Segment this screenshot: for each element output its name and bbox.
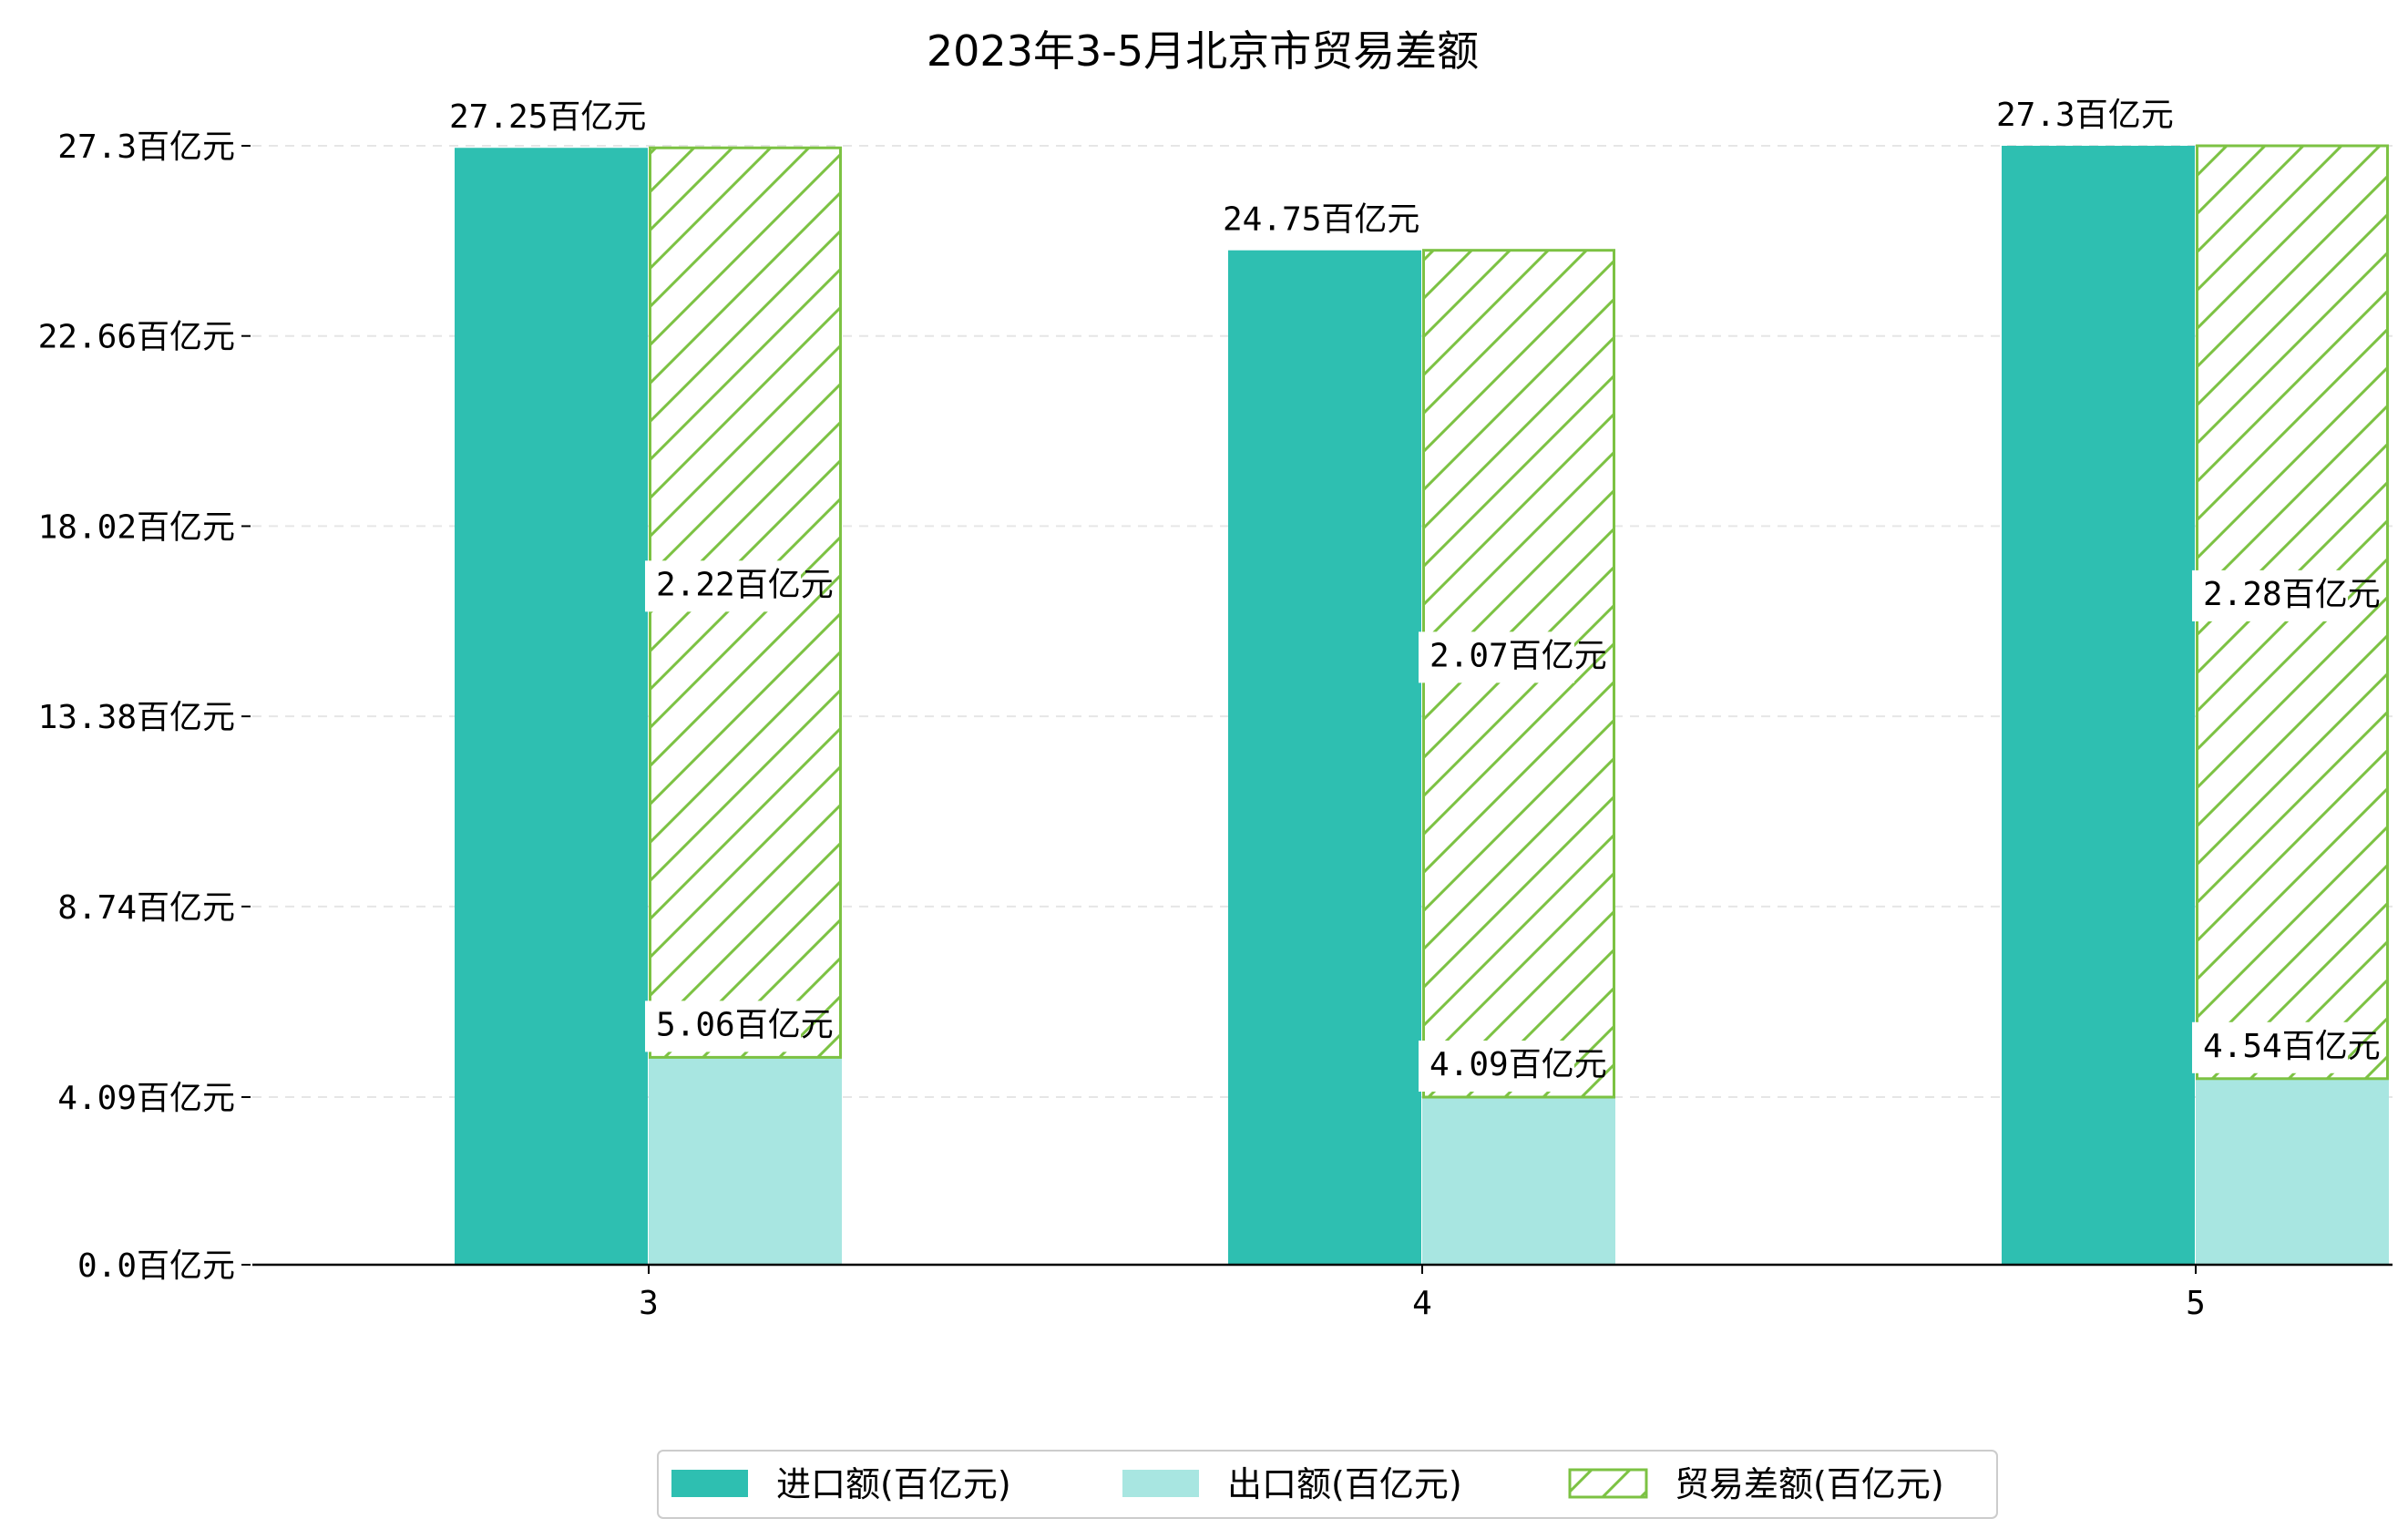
x-tick-label: 3 <box>639 1285 659 1322</box>
legend-swatch-import <box>671 1470 748 1497</box>
y-tick-label: 22.66百亿元 <box>38 319 235 356</box>
data-label-export-group: 4.09百亿元 <box>1419 1041 1607 1093</box>
y-tick-label: 0.0百亿元 <box>77 1247 235 1285</box>
data-label-import: 27.3百亿元 <box>1996 97 2174 134</box>
data-label-export: 4.09百亿元 <box>1429 1046 1607 1083</box>
bar-export <box>649 1057 842 1265</box>
data-label-balance-group: 2.28百亿元 <box>2192 569 2381 621</box>
data-label-export-group: 5.06百亿元 <box>645 1000 834 1052</box>
data-label-export-background <box>2192 1021 2348 1073</box>
data-label-balance-background <box>2192 569 2348 621</box>
bar-export <box>1422 1097 1615 1265</box>
data-label-export-background <box>645 1000 801 1052</box>
data-label-import-background <box>438 93 613 145</box>
bar-export <box>2196 1078 2389 1265</box>
data-label-import-background <box>1985 91 2141 142</box>
x-tick-label: 4 <box>1412 1285 1432 1322</box>
legend-label-import: 进口额(百亿元) <box>776 1464 1011 1504</box>
data-label-import-group: 24.75百亿元 <box>1212 195 1419 247</box>
data-label-balance-group: 2.22百亿元 <box>645 560 834 612</box>
y-axis: 0.0百亿元 4.09百亿元 8.74百亿元 13.38百亿元 18.02百亿元 22.6… <box>38 128 251 1285</box>
data-label-balance: 2.28百亿元 <box>2203 576 2381 613</box>
y-tick-label: 8.74百亿元 <box>57 889 235 927</box>
data-label-export-background <box>1419 1041 1574 1093</box>
legend-label-export: 出口额(百亿元) <box>1227 1464 1462 1504</box>
data-label-import: 27.25百亿元 <box>449 98 646 136</box>
data-label-export: 5.06百亿元 <box>656 1006 834 1043</box>
data-label-import-background <box>1212 195 1387 247</box>
data-labels: 27.25百亿元 5.06百亿元 2.22百亿元 24.75百亿元 4.09百亿元 2.0… <box>438 91 2381 1093</box>
data-label-import-group: 27.25百亿元 <box>438 93 646 145</box>
data-label-balance: 2.22百亿元 <box>656 566 834 603</box>
bar-import <box>455 148 648 1266</box>
legend: 进口额(百亿元) 出口额(百亿元) 贸易差额(百亿元) <box>657 1450 1998 1519</box>
legend-swatch-export <box>1122 1470 1199 1497</box>
data-label-balance: 2.07百亿元 <box>1429 637 1607 674</box>
y-tick-label: 4.09百亿元 <box>57 1080 235 1117</box>
legend-label-balance: 贸易差额(百亿元) <box>1675 1464 1944 1504</box>
data-label-import-group: 27.3百亿元 <box>1985 91 2174 142</box>
bar-import <box>2002 146 2195 1265</box>
data-label-balance-background <box>645 560 801 612</box>
y-tick-label: 27.3百亿元 <box>57 128 235 166</box>
y-tick-label: 18.02百亿元 <box>38 508 235 546</box>
chart-title: 2023年3-5月北京市贸易差额 <box>927 26 1479 76</box>
x-axis: 3 4 5 <box>252 1263 2393 1322</box>
legend-swatch-balance <box>1568 1468 1648 1499</box>
data-label-balance-group: 2.07百亿元 <box>1419 631 1607 683</box>
bars <box>455 144 2389 1266</box>
data-label-export-group: 4.54百亿元 <box>2192 1021 2381 1073</box>
legend-frame <box>657 1450 1998 1519</box>
x-tick-label: 5 <box>2186 1285 2206 1322</box>
data-label-import: 24.75百亿元 <box>1223 201 1419 239</box>
data-label-export: 4.54百亿元 <box>2203 1028 2381 1065</box>
bar-import <box>1228 250 1421 1265</box>
data-label-balance-background <box>1419 631 1574 683</box>
y-tick-label: 13.38百亿元 <box>38 699 235 736</box>
